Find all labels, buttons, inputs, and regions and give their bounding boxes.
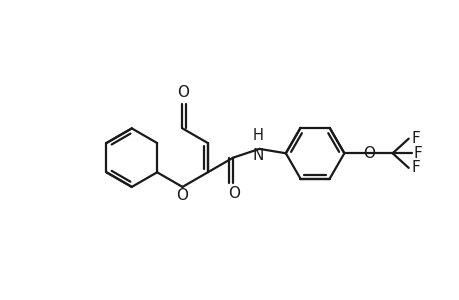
- Text: O: O: [227, 186, 240, 201]
- Text: O: O: [176, 188, 188, 203]
- Text: O: O: [177, 85, 189, 100]
- Text: F: F: [410, 160, 419, 175]
- Text: F: F: [413, 146, 422, 161]
- Text: O: O: [363, 146, 375, 161]
- Text: N: N: [252, 148, 263, 163]
- Text: H: H: [252, 128, 263, 143]
- Text: F: F: [410, 131, 419, 146]
